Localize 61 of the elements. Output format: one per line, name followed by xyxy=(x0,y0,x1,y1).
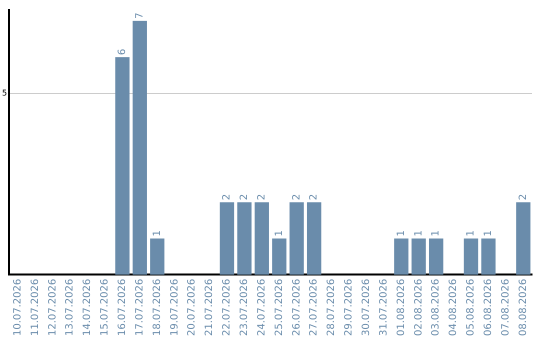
x-tick-label: 31.07.2026 xyxy=(378,278,390,336)
x-tick-label: 13.07.2026 xyxy=(64,278,76,336)
bar xyxy=(412,238,426,275)
x-tick-label: 15.07.2026 xyxy=(100,278,111,336)
bar xyxy=(481,238,496,275)
x-tick-label: 19.07.2026 xyxy=(169,278,180,336)
x-tick-label: 05.08.2026 xyxy=(466,278,477,336)
bar xyxy=(115,57,130,275)
x-tick-label: 11.07.2026 xyxy=(30,278,41,336)
bar xyxy=(464,238,478,275)
bar xyxy=(237,202,252,275)
bar xyxy=(428,238,444,275)
data-label: 1 xyxy=(430,230,442,236)
bar xyxy=(220,202,234,275)
x-tick-label: 27.07.2026 xyxy=(308,278,320,336)
x-tick-label: 22.07.2026 xyxy=(222,278,233,336)
data-label: 2 xyxy=(222,194,233,200)
x-tick-label: 16.07.2026 xyxy=(116,278,128,336)
x-tick-label: 14.07.2026 xyxy=(82,278,94,336)
x-tick-label: 06.08.2026 xyxy=(483,278,494,336)
bar xyxy=(132,20,147,275)
data-label: 2 xyxy=(291,194,302,200)
bar xyxy=(394,238,408,275)
x-tick-label: 18.07.2026 xyxy=(152,278,163,336)
data-label: 7 xyxy=(134,12,146,19)
x-tick-label: 07.08.2026 xyxy=(500,278,512,336)
x-tick-label: 03.08.2026 xyxy=(430,278,442,336)
data-label: 1 xyxy=(483,230,494,236)
y-tick-label: 5 xyxy=(2,88,8,98)
x-tick-label: 02.08.2026 xyxy=(413,278,424,336)
x-tick-label: 04.08.2026 xyxy=(448,278,460,336)
x-tick-label: 10.07.2026 xyxy=(12,278,24,336)
x-tick-label: 08.08.2026 xyxy=(518,278,529,336)
x-tick-label: 21.07.2026 xyxy=(204,278,216,336)
data-label: 2 xyxy=(308,194,320,200)
bar xyxy=(290,202,304,275)
x-tick-label: 26.07.2026 xyxy=(291,278,302,336)
data-label: 1 xyxy=(396,230,407,236)
bar xyxy=(306,202,322,275)
x-tick-label: 30.07.2026 xyxy=(361,278,372,336)
data-label: 1 xyxy=(466,230,477,236)
data-label: 2 xyxy=(238,194,250,200)
data-label: 6 xyxy=(116,48,128,56)
x-tick-label: 23.07.2026 xyxy=(238,278,250,336)
x-tick-label: 17.07.2026 xyxy=(134,278,146,336)
data-label: 2 xyxy=(256,194,268,200)
x-tick-label: 20.07.2026 xyxy=(186,278,198,336)
x-tick-label: 29.07.2026 xyxy=(344,278,355,336)
x-tick-label: 25.07.2026 xyxy=(274,278,285,336)
x-tick-label: 12.07.2026 xyxy=(47,278,58,336)
bar xyxy=(150,238,164,275)
data-label: 1 xyxy=(274,230,285,236)
data-label: 1 xyxy=(413,230,424,236)
x-tick-label: 01.08.2026 xyxy=(396,278,407,336)
bar xyxy=(516,202,530,275)
bar xyxy=(272,238,286,275)
data-label: 1 xyxy=(152,230,163,236)
bar xyxy=(254,202,269,275)
data-label: 2 xyxy=(518,194,529,200)
x-tick-label: 24.07.2026 xyxy=(256,278,268,336)
x-tick-label: 28.07.2026 xyxy=(326,278,338,336)
